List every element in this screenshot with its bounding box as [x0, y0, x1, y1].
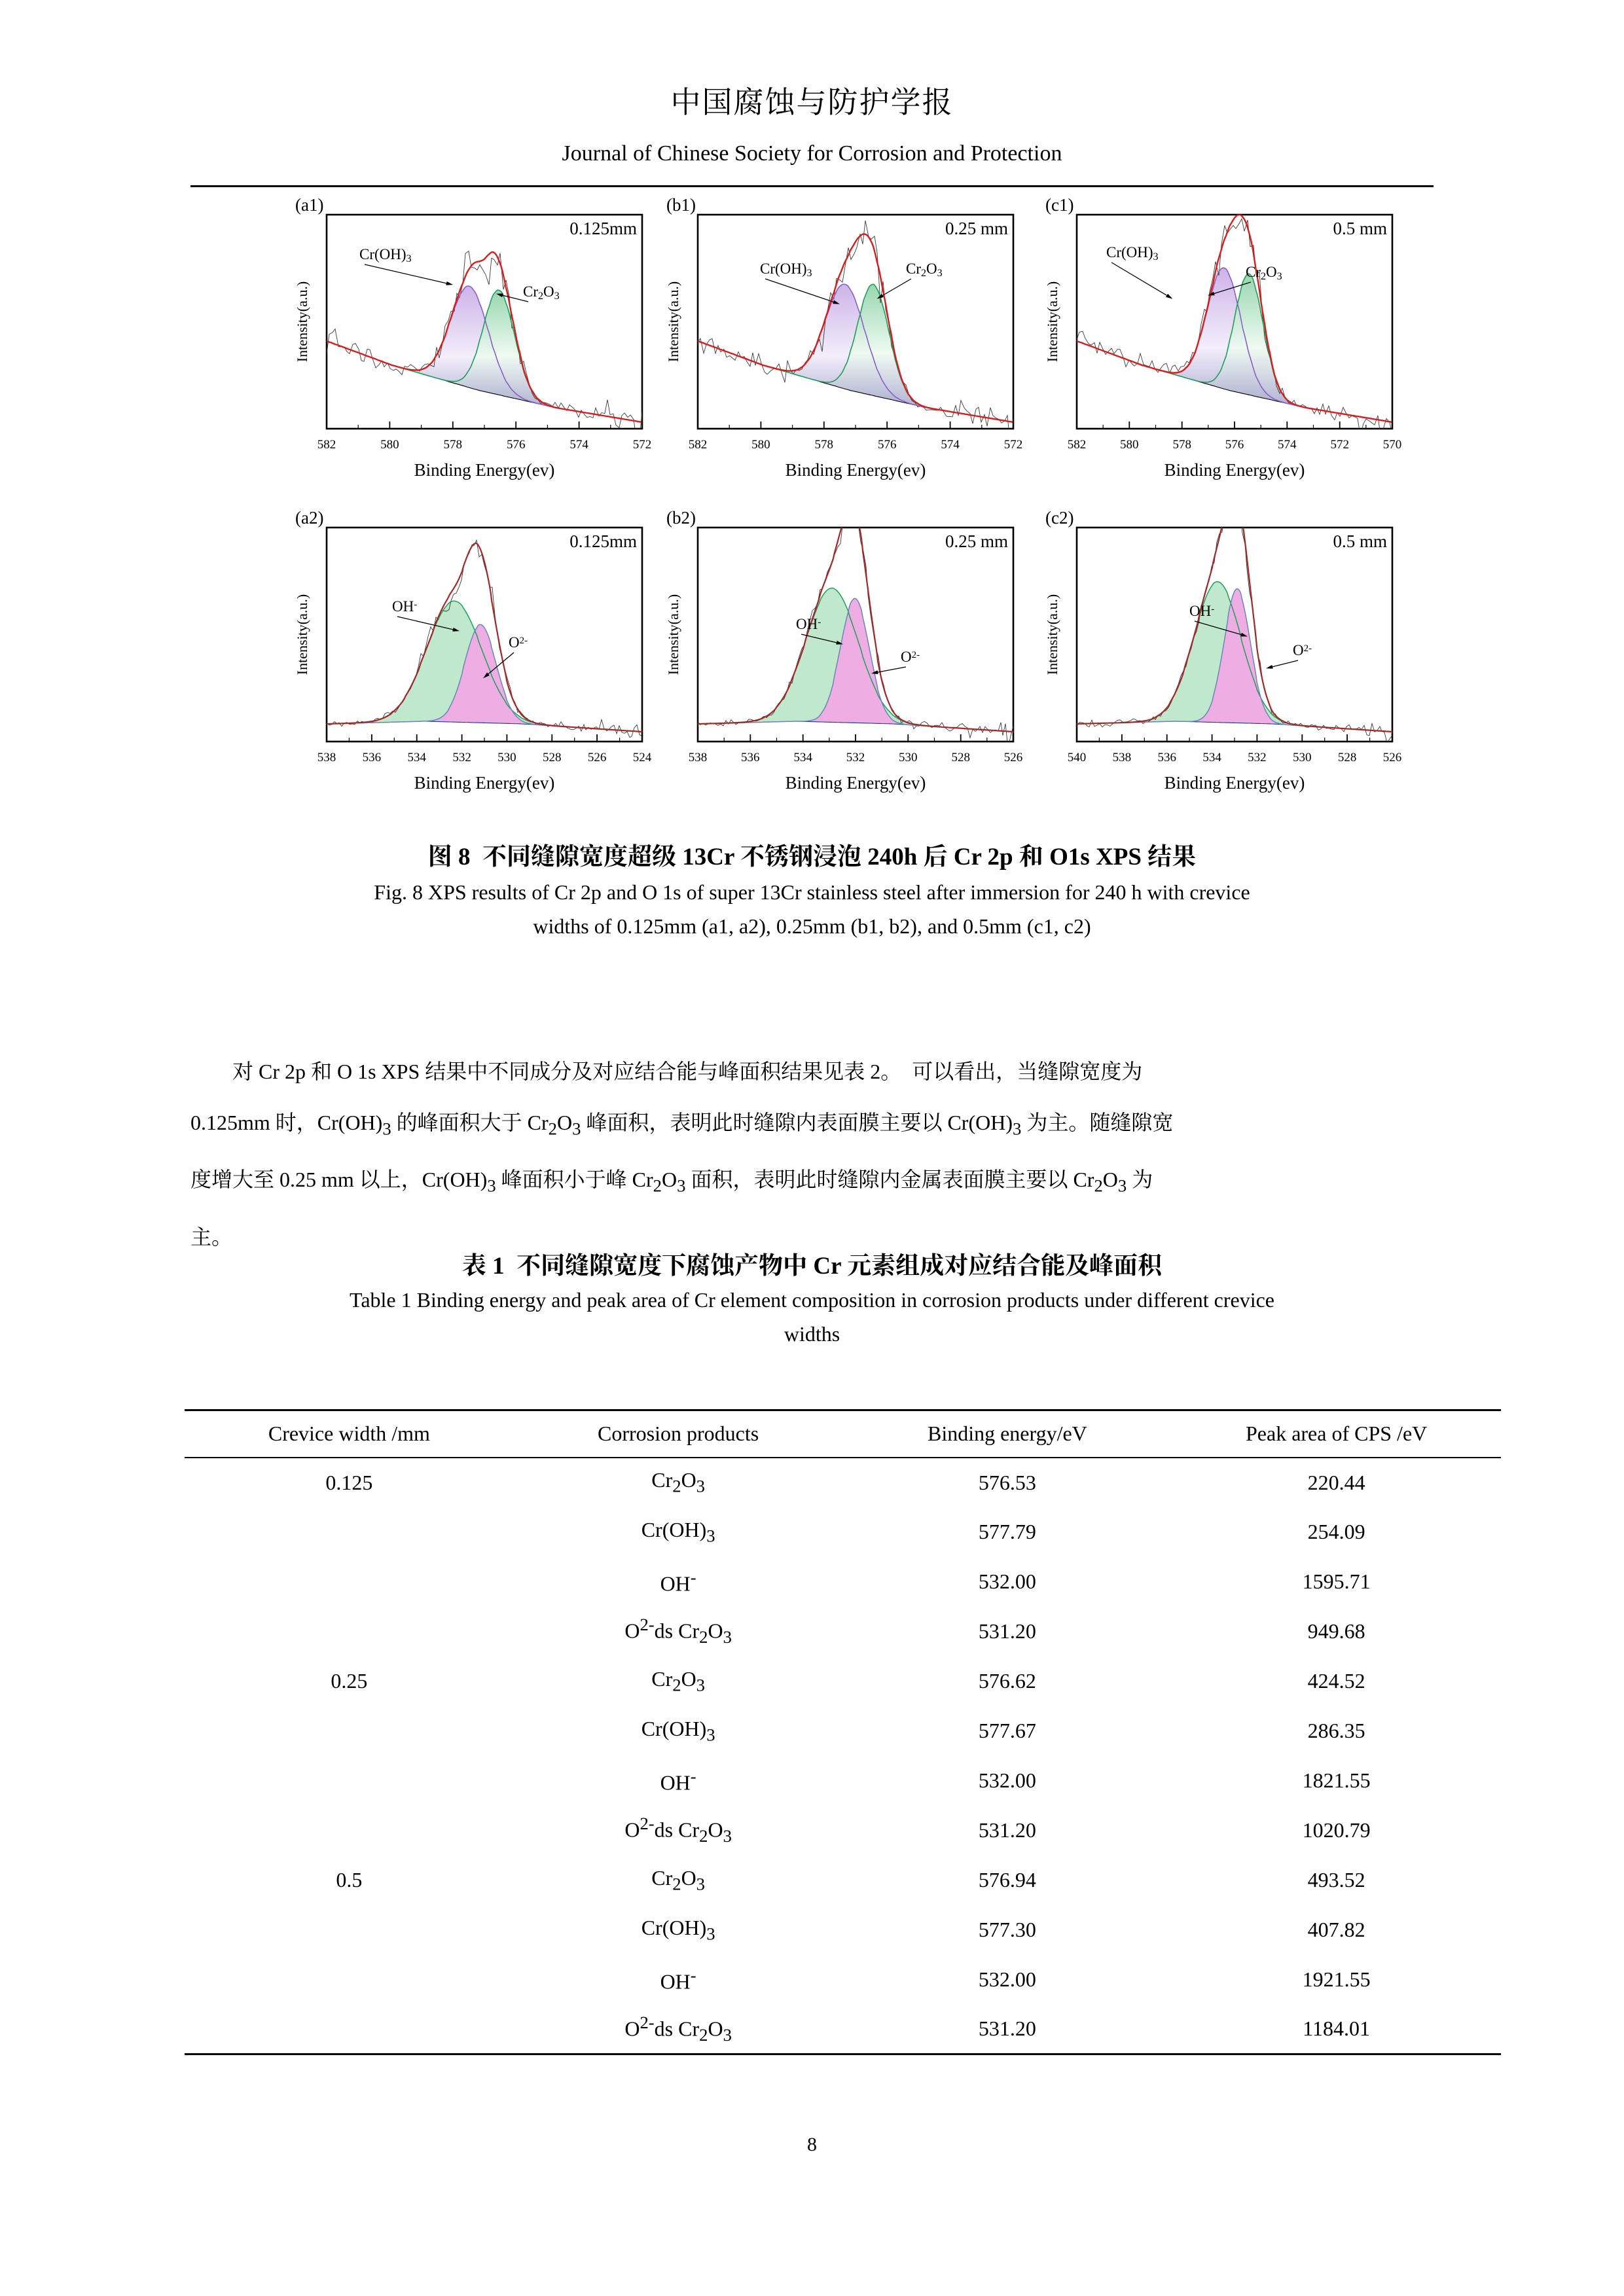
svg-text:Intensity(a.u.): Intensity(a.u.) — [294, 594, 310, 675]
svg-text:528: 528 — [951, 751, 970, 764]
svg-text:(b2): (b2) — [666, 508, 696, 528]
svg-text:538: 538 — [317, 751, 336, 764]
svg-text:528: 528 — [543, 751, 562, 764]
svg-text:574: 574 — [569, 438, 588, 452]
svg-text:582: 582 — [689, 438, 708, 452]
svg-text:0.5 mm: 0.5 mm — [1333, 531, 1387, 551]
svg-text:538: 538 — [1113, 751, 1132, 764]
svg-text:582: 582 — [317, 438, 336, 452]
svg-text:Cr(OH)3: Cr(OH)3 — [1106, 244, 1159, 262]
svg-text:576: 576 — [507, 438, 526, 452]
svg-text:578: 578 — [1172, 438, 1191, 452]
svg-text:574: 574 — [1278, 438, 1297, 452]
svg-text:576: 576 — [878, 438, 897, 452]
svg-text:530: 530 — [899, 751, 918, 764]
svg-text:Intensity(a.u.): Intensity(a.u.) — [665, 594, 681, 675]
svg-text:0.25 mm: 0.25 mm — [945, 219, 1008, 238]
svg-text:572: 572 — [1004, 438, 1023, 452]
svg-text:Cr(OH)3: Cr(OH)3 — [359, 246, 412, 264]
svg-text:574: 574 — [941, 438, 960, 452]
svg-text:582: 582 — [1068, 438, 1087, 452]
svg-text:536: 536 — [741, 751, 760, 764]
svg-text:532: 532 — [1248, 751, 1267, 764]
svg-text:Binding Energy(ev): Binding Energy(ev) — [414, 773, 555, 793]
svg-text:Intensity(a.u.): Intensity(a.u.) — [1044, 281, 1060, 362]
svg-text:538: 538 — [689, 751, 708, 764]
svg-text:580: 580 — [751, 438, 770, 452]
svg-text:578: 578 — [444, 438, 463, 452]
svg-text:Cr(OH)3: Cr(OH)3 — [760, 260, 812, 279]
svg-text:526: 526 — [1004, 751, 1023, 764]
svg-text:Intensity(a.u.): Intensity(a.u.) — [294, 281, 310, 362]
svg-text:532: 532 — [452, 751, 471, 764]
svg-text:Intensity(a.u.): Intensity(a.u.) — [1044, 594, 1060, 675]
svg-text:580: 580 — [380, 438, 399, 452]
svg-text:528: 528 — [1338, 751, 1357, 764]
svg-text:572: 572 — [1330, 438, 1349, 452]
svg-text:534: 534 — [1202, 751, 1221, 764]
svg-text:526: 526 — [588, 751, 607, 764]
svg-text:0.125mm: 0.125mm — [569, 531, 637, 551]
svg-text:Binding Energy(ev): Binding Energy(ev) — [785, 773, 926, 793]
svg-text:580: 580 — [1120, 438, 1139, 452]
svg-text:530: 530 — [1293, 751, 1312, 764]
svg-text:(b1): (b1) — [666, 195, 696, 215]
svg-text:536: 536 — [363, 751, 382, 764]
svg-text:Binding Energy(ev): Binding Energy(ev) — [1164, 460, 1305, 480]
svg-text:576: 576 — [1225, 438, 1244, 452]
svg-text:(c1): (c1) — [1045, 195, 1074, 215]
svg-text:526: 526 — [1383, 751, 1402, 764]
svg-text:530: 530 — [497, 751, 516, 764]
svg-text:534: 534 — [793, 751, 812, 764]
svg-text:536: 536 — [1157, 751, 1176, 764]
svg-text:540: 540 — [1068, 751, 1087, 764]
svg-text:Binding Energy(ev): Binding Energy(ev) — [1164, 773, 1305, 793]
svg-text:Intensity(a.u.): Intensity(a.u.) — [665, 281, 681, 362]
svg-text:0.25 mm: 0.25 mm — [945, 531, 1008, 551]
svg-text:(c2): (c2) — [1045, 508, 1074, 528]
svg-text:OH-: OH- — [796, 616, 821, 632]
svg-text:0.5 mm: 0.5 mm — [1333, 219, 1387, 238]
svg-text:Binding Energy(ev): Binding Energy(ev) — [414, 460, 555, 480]
svg-text:534: 534 — [407, 751, 426, 764]
svg-text:570: 570 — [1383, 438, 1402, 452]
svg-text:(a1): (a1) — [295, 195, 323, 215]
svg-text:Binding Energy(ev): Binding Energy(ev) — [785, 460, 926, 480]
svg-text:(a2): (a2) — [295, 508, 323, 528]
svg-text:578: 578 — [815, 438, 834, 452]
svg-text:532: 532 — [846, 751, 865, 764]
svg-text:OH-: OH- — [392, 598, 417, 615]
svg-text:OH-: OH- — [1189, 603, 1214, 619]
svg-text:0.125mm: 0.125mm — [569, 219, 637, 238]
